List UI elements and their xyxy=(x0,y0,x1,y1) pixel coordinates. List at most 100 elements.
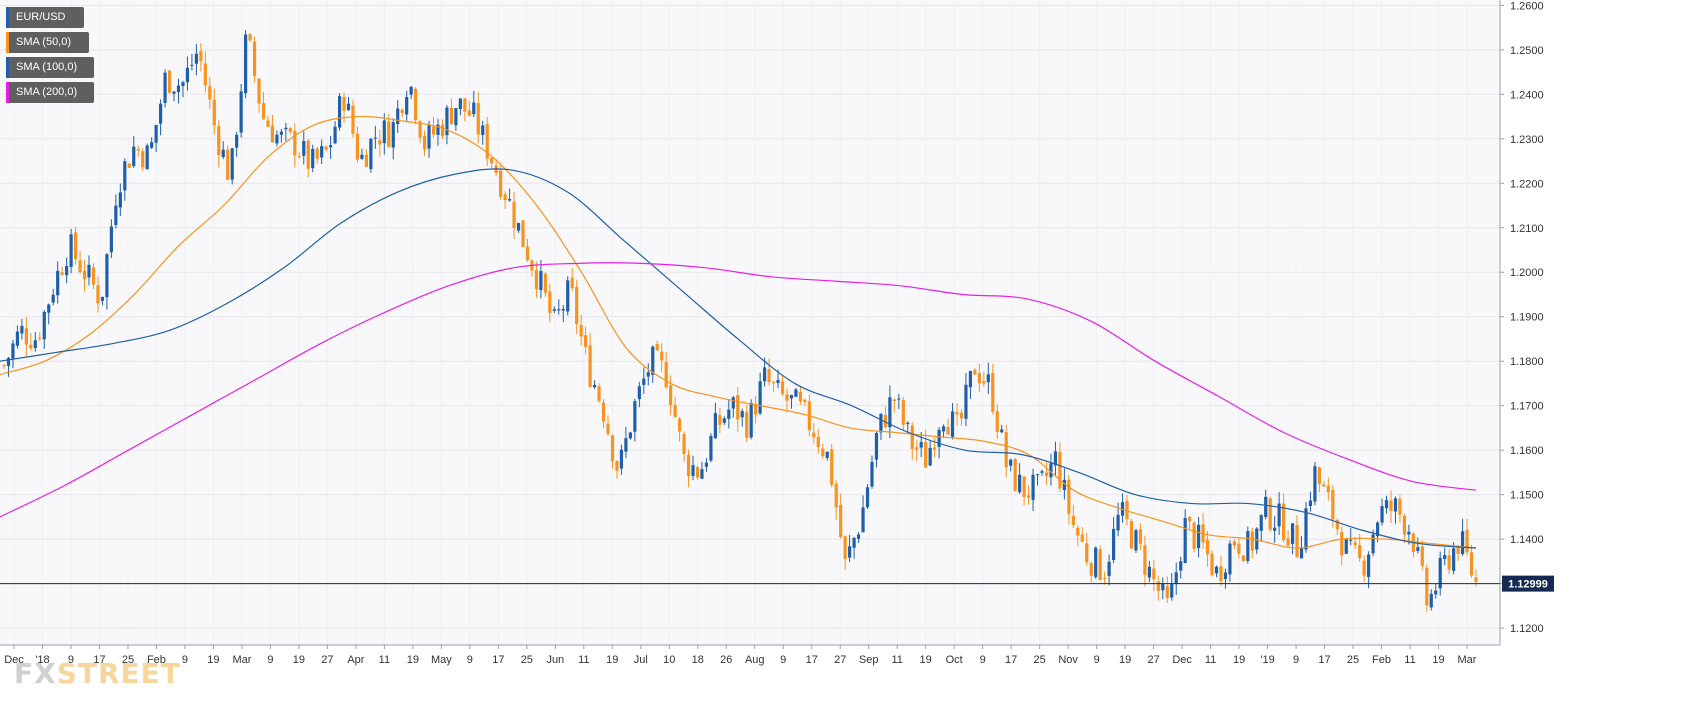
candle-bull xyxy=(637,381,641,408)
candle-body xyxy=(642,378,646,385)
x-tick-label: 19 xyxy=(407,654,419,666)
candle-bear xyxy=(1326,477,1330,501)
candle-body xyxy=(391,122,395,148)
candle-bull xyxy=(1349,528,1353,546)
candle-body xyxy=(288,128,292,132)
candle-body xyxy=(548,291,552,313)
y-tick-label: 1.1600 xyxy=(1510,445,1544,457)
candle-bear xyxy=(570,268,574,291)
candle-bull xyxy=(1031,468,1035,512)
candle-bear xyxy=(208,76,212,110)
x-tick-label: Dec xyxy=(1172,654,1192,666)
candle-body xyxy=(789,395,794,399)
candle-bull xyxy=(1134,528,1138,553)
candle-body xyxy=(405,96,409,115)
candle-body xyxy=(1474,577,1478,582)
candle-body xyxy=(302,141,306,156)
candle-body xyxy=(436,124,440,135)
candle-body xyxy=(794,389,798,397)
candle-body xyxy=(346,103,351,111)
candle-bear xyxy=(78,251,82,274)
candle-bear xyxy=(695,465,700,480)
candle-bear xyxy=(785,388,789,413)
legend-item-eurusd[interactable]: EUR/USD xyxy=(6,7,84,28)
candle-body xyxy=(422,136,427,150)
candle-bear xyxy=(977,363,981,392)
candle-bear xyxy=(1143,535,1147,587)
candle-bull xyxy=(1308,491,1313,512)
candle-body xyxy=(803,399,807,403)
candle-body xyxy=(588,345,592,387)
candle-body xyxy=(991,372,995,412)
legend-item-sma50[interactable]: SMA (50,0) xyxy=(6,32,89,53)
candle-bear xyxy=(414,86,418,125)
candle-bear xyxy=(1402,513,1407,543)
candle-bear xyxy=(257,77,261,113)
candle-bear xyxy=(288,127,292,135)
y-tick-label: 1.1900 xyxy=(1510,312,1544,324)
candle-body xyxy=(136,149,140,151)
candle-body xyxy=(686,454,691,477)
candle-body xyxy=(704,462,709,467)
candle-bear xyxy=(745,404,749,443)
candle-body xyxy=(449,107,454,125)
candle-bear xyxy=(830,443,834,488)
candle-bull xyxy=(1255,527,1259,554)
candle-body xyxy=(56,270,60,296)
y-tick-label: 1.1800 xyxy=(1510,356,1544,368)
candle-bear xyxy=(673,396,677,419)
candle-bear xyxy=(910,422,914,460)
candle-body xyxy=(897,398,901,400)
candle-bear xyxy=(1362,555,1366,583)
candle-body xyxy=(651,346,655,375)
candle-body xyxy=(6,357,11,366)
legend-item-sma100[interactable]: SMA (100,0) xyxy=(6,57,94,78)
candle-body xyxy=(127,163,131,168)
candle-bull xyxy=(1040,469,1044,476)
candle-bear xyxy=(803,398,807,406)
candle-body xyxy=(1098,549,1102,580)
candle-bear xyxy=(1044,461,1049,485)
x-tick-label: 19 xyxy=(920,654,932,666)
candle-body xyxy=(1000,429,1004,433)
sma-50-line xyxy=(0,115,1477,549)
legend-item-sma200[interactable]: SMA (200,0) xyxy=(6,82,94,103)
candle-body xyxy=(38,337,42,339)
candle-bull xyxy=(1223,568,1228,589)
candle-body xyxy=(610,435,615,462)
x-tick-label: '18 xyxy=(35,654,49,666)
candle-bear xyxy=(821,443,825,460)
candle-body xyxy=(673,405,677,417)
candle-body xyxy=(248,34,252,41)
candle-body xyxy=(1393,498,1398,512)
candle-bear xyxy=(660,343,664,372)
candle-bear xyxy=(1138,523,1143,551)
candle-bull xyxy=(1197,517,1201,558)
candle-bear xyxy=(767,358,771,386)
candle-body xyxy=(342,96,346,111)
candle-body xyxy=(1420,546,1424,566)
candle-body xyxy=(941,426,946,432)
candle-bear xyxy=(217,120,221,168)
candle-body xyxy=(1425,567,1429,606)
candle-bear xyxy=(1058,442,1062,492)
candle-body xyxy=(306,140,310,169)
x-tick-label: Jun xyxy=(546,654,564,666)
x-tick-label: 11 xyxy=(578,654,589,666)
candle-bear xyxy=(883,406,888,429)
candle-body xyxy=(713,413,717,439)
candle-body xyxy=(1268,498,1272,530)
candle-body xyxy=(977,373,981,384)
candle-bear xyxy=(1353,537,1357,549)
candle-bull xyxy=(145,143,149,170)
candle-bull xyxy=(1290,523,1295,555)
candle-body xyxy=(1367,554,1371,577)
x-tick-label: Apr xyxy=(347,654,364,666)
candle-bull xyxy=(114,194,118,229)
candle-bull xyxy=(235,131,239,157)
candle-bull xyxy=(1416,537,1420,554)
candle-body xyxy=(329,145,333,148)
candle-bull xyxy=(758,372,762,416)
candle-bull xyxy=(65,257,69,284)
